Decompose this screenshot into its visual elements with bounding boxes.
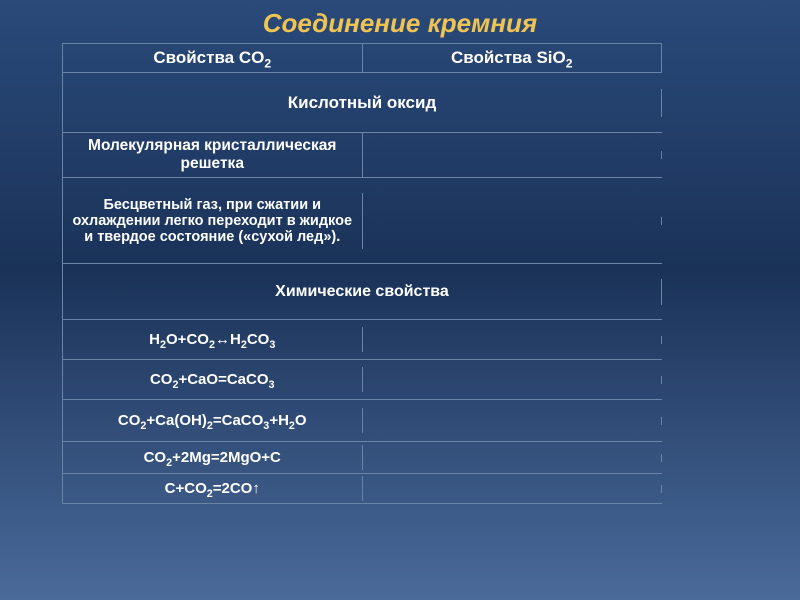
lattice-row: Молекулярная кристаллическая решетка	[63, 133, 662, 178]
reaction-formula: CO2+2Mg=2MgO+C	[144, 449, 281, 466]
reaction-right	[363, 485, 663, 493]
reaction-right	[363, 376, 663, 384]
reaction-formula: H2O+CO2↔H2CO3	[149, 331, 275, 348]
header-left-sub: 2	[264, 56, 271, 70]
reaction-formula: CO2+Ca(OH)2=CaCO3+H2O	[118, 412, 307, 429]
header-left-prefix: Свойства CO	[153, 48, 264, 67]
lattice-right	[363, 151, 663, 159]
header-right-sub: 2	[566, 56, 573, 70]
gas-right	[363, 217, 663, 225]
reaction-row: CO2+Ca(OH)2=CaCO3+H2O	[63, 400, 662, 442]
reaction-row: C+CO2=2CO↑	[63, 474, 662, 504]
reaction-formula: CO2+CaO=CaCO3	[150, 371, 275, 388]
reaction-right	[363, 454, 663, 462]
reaction-row: CO2+2Mg=2MgO+C	[63, 442, 662, 474]
header-right-prefix: Свойства SiO	[451, 48, 566, 67]
reaction-formula: C+CO2=2CO↑	[165, 480, 260, 497]
slide: Соединение кремния Свойства CO2 Свойства…	[0, 0, 800, 600]
chem-section-cell: Химические свойства	[63, 279, 662, 305]
reaction-left: CO2+CaO=CaCO3	[63, 367, 363, 392]
reaction-left: H2O+CO2↔H2CO3	[63, 327, 363, 352]
comparison-table: Свойства CO2 Свойства SiO2 Кислотный окс…	[62, 43, 662, 504]
gas-left: Бесцветный газ, при сжатии и охлаждении …	[63, 193, 363, 249]
reactions-container: H2O+CO2↔H2CO3 CO2+CaO=CaCO3 CO2+Ca(OH)2=Ca…	[63, 320, 662, 504]
header-left-text: Свойства CO2	[153, 48, 271, 68]
oxide-section-row: Кислотный оксид	[63, 73, 662, 133]
lattice-left: Молекулярная кристаллическая решетка	[63, 133, 363, 177]
reaction-left: C+CO2=2CO↑	[63, 476, 363, 501]
reaction-row: CO2+CaO=CaCO3	[63, 360, 662, 400]
header-right: Свойства SiO2	[363, 44, 663, 72]
reaction-right	[363, 336, 663, 344]
header-row: Свойства CO2 Свойства SiO2	[63, 44, 662, 73]
reaction-left: CO2+Ca(OH)2=CaCO3+H2O	[63, 408, 363, 433]
header-left: Свойства CO2	[63, 44, 363, 72]
chem-section-row: Химические свойства	[63, 264, 662, 320]
oxide-section-cell: Кислотный оксид	[63, 89, 662, 117]
slide-title: Соединение кремния	[0, 0, 800, 43]
reaction-row: H2O+CO2↔H2CO3	[63, 320, 662, 360]
header-right-text: Свойства SiO2	[451, 48, 573, 68]
gas-row: Бесцветный газ, при сжатии и охлаждении …	[63, 178, 662, 264]
reaction-right	[363, 417, 663, 425]
reaction-left: CO2+2Mg=2MgO+C	[63, 445, 363, 470]
